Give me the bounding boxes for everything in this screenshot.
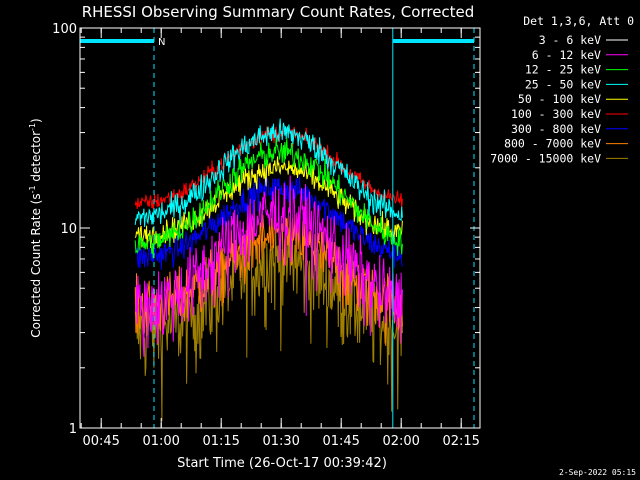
legend-label: 7000 - 15000 keV bbox=[490, 151, 601, 165]
plot-area: N bbox=[79, 28, 475, 428]
legend-label: 25 - 50 keV bbox=[525, 77, 601, 91]
y-tick-label: 10 bbox=[60, 222, 77, 237]
legend-label: 3 - 6 keV bbox=[539, 33, 601, 47]
y-axis-label-end: ) bbox=[29, 118, 43, 123]
y-axis-label-sup1: -1 bbox=[28, 185, 37, 193]
y-axis-label-main: Corrected Count Rate (s bbox=[29, 193, 43, 337]
series-line-6-12-kev bbox=[134, 175, 403, 357]
legend-label: 300 - 800 keV bbox=[511, 122, 601, 136]
legend-header: Det 1,3,6, Att 0 bbox=[523, 14, 634, 28]
saa-bar-1 bbox=[392, 39, 474, 43]
legend-label: 100 - 300 keV bbox=[511, 107, 601, 121]
x-tick-label: 01:15 bbox=[202, 434, 239, 449]
x-axis-label: Start Time (26-Oct-17 00:39:42) bbox=[177, 456, 387, 471]
series-line-12-25-kev bbox=[134, 138, 403, 259]
x-tick-label: 02:15 bbox=[442, 434, 479, 449]
plot-frame bbox=[79, 27, 481, 429]
series-line-3-6-kev-trace bbox=[135, 97, 403, 120]
legend-label: 800 - 7000 keV bbox=[504, 137, 601, 151]
x-tick-label: 01:00 bbox=[142, 434, 179, 449]
chart-title: RHESSI Observing Summary Count Rates, Co… bbox=[82, 3, 475, 21]
x-tick-label: 00:45 bbox=[82, 434, 119, 449]
x-tick-label: 02:00 bbox=[382, 434, 419, 449]
night-label: N bbox=[158, 37, 165, 48]
footer-timestamp: 2-Sep-2022 05:15 bbox=[559, 468, 636, 477]
series-line-7000-15000-kev bbox=[134, 217, 403, 422]
legend-label: 12 - 25 keV bbox=[525, 63, 601, 77]
series-line-25-50-kev bbox=[134, 118, 403, 227]
x-tick-label: 01:30 bbox=[262, 434, 299, 449]
y-tick-label: 1 bbox=[69, 422, 77, 437]
y-axis-label: Corrected Count Rate (s-1 detector-1) bbox=[28, 118, 43, 337]
y-axis-label-sup2: -1 bbox=[28, 123, 37, 131]
axes: 1 10 100 00:45 01:00 01:15 01:30 01:45 02:00 02:1… bbox=[52, 22, 481, 449]
x-tick-label: 01:45 bbox=[322, 434, 359, 449]
y-tick-label: 100 bbox=[52, 22, 77, 37]
legend-label: 6 - 12 keV bbox=[532, 48, 601, 62]
legend-label: 50 - 100 keV bbox=[518, 92, 601, 106]
series-line-300-800-kev bbox=[134, 176, 403, 270]
y-axis-label-mid: detector bbox=[29, 131, 43, 186]
saa-bar-0 bbox=[80, 39, 154, 43]
